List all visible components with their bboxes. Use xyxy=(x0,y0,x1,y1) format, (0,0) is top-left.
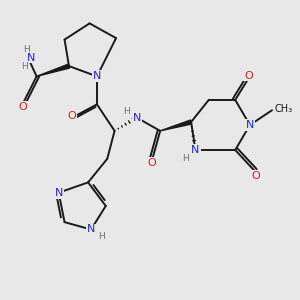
Text: CH₃: CH₃ xyxy=(274,104,292,114)
Text: O: O xyxy=(18,102,27,112)
Text: N: N xyxy=(27,53,35,63)
Text: O: O xyxy=(67,111,76,121)
Text: H: H xyxy=(123,106,130,116)
Text: N: N xyxy=(93,71,101,81)
Text: N: N xyxy=(133,112,141,123)
Text: N: N xyxy=(246,120,254,130)
Text: O: O xyxy=(147,158,156,168)
Polygon shape xyxy=(160,120,192,131)
Text: N: N xyxy=(55,188,63,198)
Polygon shape xyxy=(37,64,70,76)
Text: H: H xyxy=(182,154,189,163)
Text: O: O xyxy=(244,70,253,80)
Text: H: H xyxy=(98,232,105,242)
Text: O: O xyxy=(251,171,260,181)
Text: N: N xyxy=(191,145,200,155)
Text: H: H xyxy=(23,44,30,53)
Text: N: N xyxy=(87,224,95,235)
Text: H: H xyxy=(22,61,28,70)
